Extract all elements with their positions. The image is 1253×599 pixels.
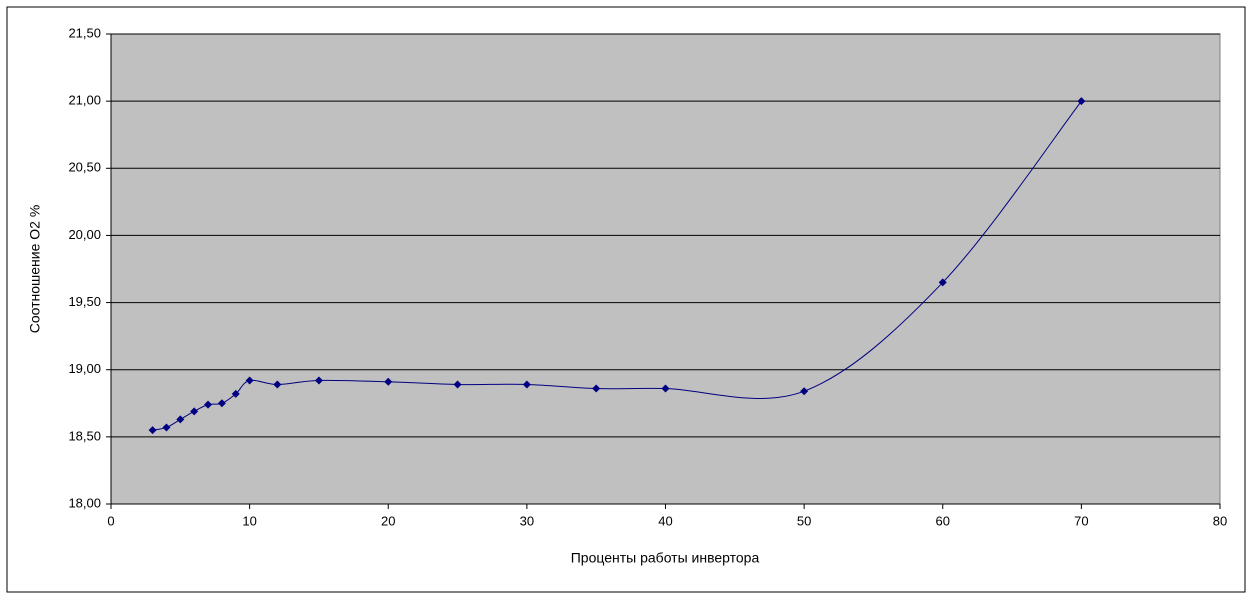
x-tick-label: 10: [242, 513, 256, 528]
data-point: [176, 415, 185, 424]
y-tick-label: 18,50: [68, 428, 101, 443]
x-tick-label: 20: [381, 513, 395, 528]
data-point: [384, 377, 393, 386]
data-point: [938, 278, 947, 287]
data-point: [148, 426, 157, 435]
x-axis-label: Проценты работы инвертора: [571, 550, 760, 566]
data-point: [453, 380, 462, 389]
data-point: [162, 423, 171, 432]
data-point: [1077, 97, 1086, 106]
y-tick-label: 18,00: [68, 495, 101, 510]
y-tick-label: 21,00: [68, 93, 101, 108]
y-axis-label: Соотношение О2 %: [27, 205, 43, 334]
data-point: [190, 407, 199, 416]
data-point: [273, 380, 282, 389]
x-tick-label: 40: [658, 513, 672, 528]
data-point: [800, 387, 809, 396]
x-tick-label: 0: [107, 513, 114, 528]
x-tick-label: 80: [1213, 513, 1227, 528]
x-tick-label: 70: [1074, 513, 1088, 528]
data-point: [314, 376, 323, 385]
y-tick-label: 20,00: [68, 227, 101, 242]
data-point: [204, 400, 213, 409]
data-point: [661, 384, 670, 393]
data-point: [522, 380, 531, 389]
data-point: [231, 389, 240, 398]
y-tick-label: 20,50: [68, 160, 101, 175]
y-tick-label: 21,50: [68, 25, 101, 40]
x-tick-label: 30: [520, 513, 534, 528]
data-point: [245, 376, 254, 385]
y-tick-label: 19,00: [68, 361, 101, 376]
data-point: [592, 384, 601, 393]
x-tick-label: 60: [936, 513, 950, 528]
plot-area: [110, 33, 1221, 505]
data-point: [217, 399, 226, 408]
x-tick-label: 50: [797, 513, 811, 528]
y-tick-label: 19,50: [68, 294, 101, 309]
